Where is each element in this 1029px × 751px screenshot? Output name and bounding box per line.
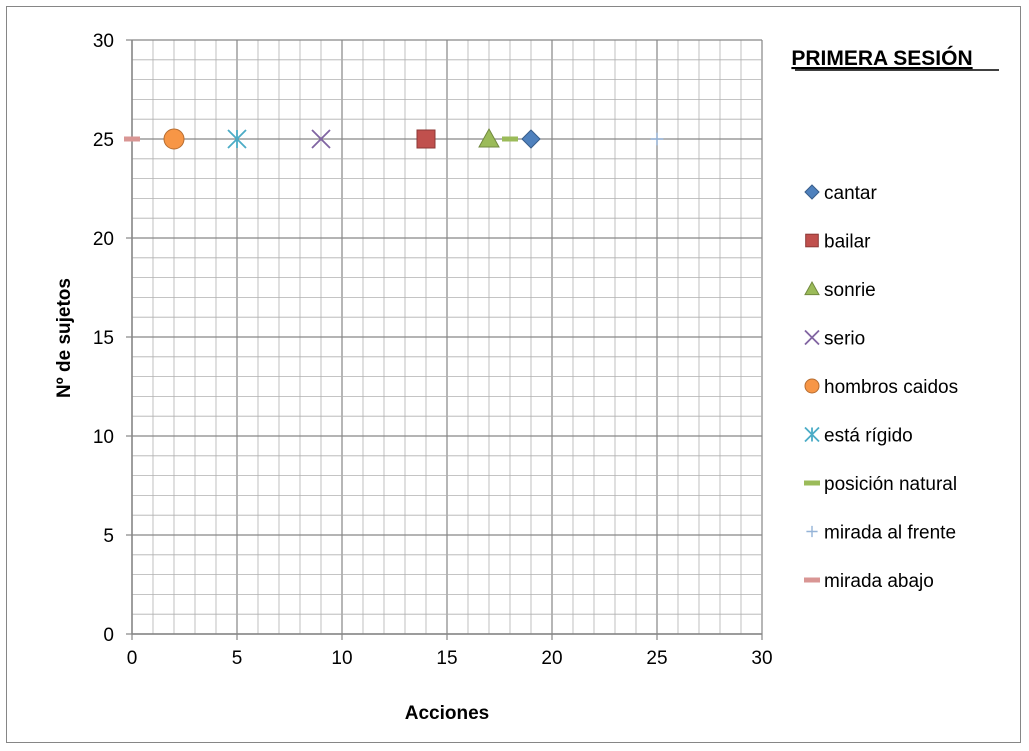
legend-marker-bailar <box>805 233 819 248</box>
data-point-mirada-abajo <box>124 136 140 142</box>
data-point-posicion-natural <box>502 136 518 142</box>
data-point-hombros-caidos <box>163 128 185 150</box>
legend-marker-hombros-caidos <box>804 378 820 394</box>
grid <box>131 39 763 635</box>
data-point-esta-rigido <box>227 129 247 149</box>
legend-label: cantar <box>824 183 877 204</box>
y-tick-label: 20 <box>93 229 114 250</box>
legend-item-hombros-caidos: hombros caidos <box>804 377 958 398</box>
data-markers <box>124 127 664 150</box>
x-tick-label: 20 <box>541 648 562 669</box>
legend-label: hombros caidos <box>824 377 958 398</box>
legend-marker-esta-rigido <box>804 426 820 443</box>
legend-item-posicion-natural: posición natural <box>804 474 957 495</box>
legend-item-cantar: cantar <box>804 183 877 204</box>
x-tick-label: 5 <box>232 648 243 669</box>
legend-marker-posicion-natural <box>804 480 820 486</box>
legend-label: serio <box>824 329 865 350</box>
data-point-serio <box>311 129 331 149</box>
legend: cantar bailar sonrie serio hombros caidos est… <box>804 183 958 592</box>
legend-item-bailar: bailar <box>805 232 871 253</box>
legend-item-sonrie: sonrie <box>804 280 876 301</box>
y-tick-label: 5 <box>103 526 114 547</box>
y-tick-label: 30 <box>93 31 114 52</box>
legend-marker-serio <box>804 329 820 346</box>
y-tick-label: 0 <box>103 625 114 646</box>
data-point-bailar <box>416 129 436 149</box>
legend-marker-sonrie <box>804 280 820 296</box>
legend-label: bailar <box>824 232 871 253</box>
y-tick-label: 10 <box>93 427 114 448</box>
y-axis-title: Nº de sujetos <box>54 278 75 398</box>
legend-item-mirada-abajo: mirada abajo <box>804 571 934 592</box>
legend-marker-mirada-al-frente <box>806 525 818 538</box>
data-point-sonrie <box>478 127 500 148</box>
legend-item-serio: serio <box>804 329 865 350</box>
y-tick-label: 15 <box>93 328 114 349</box>
x-tick-label: 10 <box>331 648 352 669</box>
y-tick-label: 25 <box>93 130 114 151</box>
legend-item-esta-rigido: está rígido <box>804 426 913 447</box>
legend-item-mirada-al-frente: mirada al frente <box>806 523 956 544</box>
x-tick-label: 15 <box>436 648 457 669</box>
x-tick-label: 25 <box>646 648 667 669</box>
legend-label: posición natural <box>824 474 957 495</box>
tick-labels: 0 5 10 15 20 25 30 0 5 10 15 20 25 30 <box>93 31 773 669</box>
legend-label: mirada abajo <box>824 571 934 592</box>
legend-marker-mirada-abajo <box>804 577 820 583</box>
chart-title: PRIMERA SESIÓN <box>791 46 972 70</box>
data-point-mirada-al-frente <box>650 132 664 146</box>
legend-label: sonrie <box>824 280 876 301</box>
data-point-cantar <box>521 129 541 149</box>
x-tick-label: 30 <box>751 648 772 669</box>
legend-label: mirada al frente <box>824 523 956 544</box>
x-axis-title: Acciones <box>405 703 489 724</box>
legend-label: está rígido <box>824 426 913 447</box>
x-tick-label: 0 <box>127 648 138 669</box>
legend-marker-cantar <box>804 184 820 200</box>
